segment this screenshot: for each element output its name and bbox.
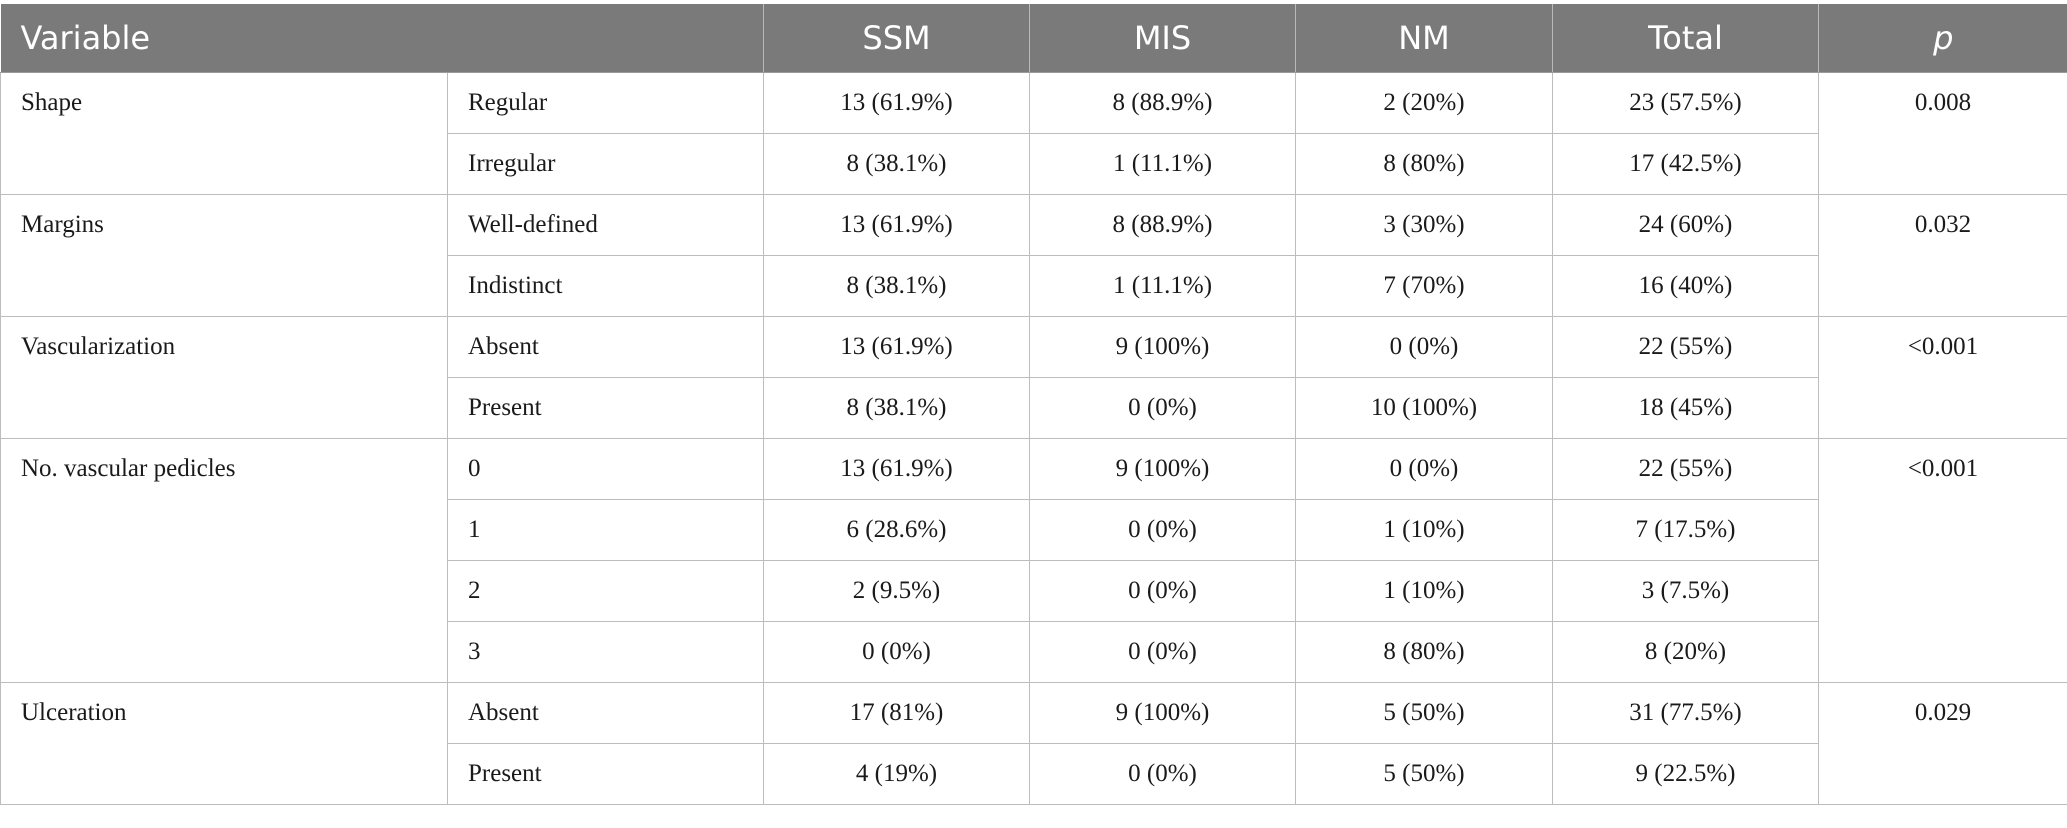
mis-cell: 8 (88.9%) <box>1029 194 1296 256</box>
table-row: Margins Well-defined 13 (61.9%) 8 (88.9%) 3 … <box>0 194 2067 317</box>
total-cell: 3 (7.5%) <box>1552 560 1819 622</box>
ssm-cell: 13 (61.9%) <box>763 194 1030 256</box>
level-cell: 3 <box>447 621 764 683</box>
header-variable: Variable <box>0 4 764 73</box>
total-cell: 22 (55%) <box>1552 438 1819 500</box>
mis-cell: 1 (11.1%) <box>1029 133 1296 195</box>
header-nm: NM <box>1295 4 1553 73</box>
table-row: Ulceration Absent 17 (81%) 9 (100%) 5 (50%) 3… <box>0 682 2067 805</box>
total-cell: 17 (42.5%) <box>1552 133 1819 195</box>
table-row: Present 4 (19%) 0 (0%) 5 (50%) 9 (22.5%) <box>1 743 2067 805</box>
nm-cell: 2 (20%) <box>1295 72 1553 134</box>
table-body: Shape Regular 13 (61.9%) 8 (88.9%) 2 (20%) 23… <box>0 72 2067 805</box>
ssm-cell: 17 (81%) <box>763 682 1030 744</box>
total-cell: 8 (20%) <box>1552 621 1819 683</box>
nm-cell: 5 (50%) <box>1295 682 1553 744</box>
ssm-cell: 4 (19%) <box>763 743 1030 805</box>
level-cell: Irregular <box>447 133 764 195</box>
total-cell: 23 (57.5%) <box>1552 72 1819 134</box>
ssm-cell: 8 (38.1%) <box>763 377 1030 439</box>
level-cell: 2 <box>447 560 764 622</box>
table-row: Present 8 (38.1%) 0 (0%) 10 (100%) 18 (45%) <box>1 377 2067 439</box>
table-header: Variable SSM MIS NM Total p <box>0 4 2067 73</box>
ssm-cell: 0 (0%) <box>763 621 1030 683</box>
nm-cell: 8 (80%) <box>1295 621 1553 683</box>
total-cell: 31 (77.5%) <box>1552 682 1819 744</box>
p-value-cell: <0.001 <box>1818 316 2067 439</box>
total-cell: 18 (45%) <box>1552 377 1819 439</box>
table-row: Shape Regular 13 (61.9%) 8 (88.9%) 2 (20%) 23… <box>0 72 2067 195</box>
variable-cell: Margins <box>0 194 448 317</box>
variable-cell: No. vascular pedicles <box>0 438 448 683</box>
mis-cell: 1 (11.1%) <box>1029 255 1296 317</box>
p-value-cell: 0.029 <box>1818 682 2067 805</box>
nm-cell: 7 (70%) <box>1295 255 1553 317</box>
table-row: Vascularization Absent 13 (61.9%) 9 (100%) 0… <box>0 316 2067 439</box>
ssm-cell: 13 (61.9%) <box>763 438 1030 500</box>
total-cell: 9 (22.5%) <box>1552 743 1819 805</box>
variable-cell: Ulceration <box>0 682 448 805</box>
ssm-cell: 13 (61.9%) <box>763 72 1030 134</box>
ssm-cell: 8 (38.1%) <box>763 133 1030 195</box>
header-mis: MIS <box>1029 4 1296 73</box>
level-cell: 1 <box>447 499 764 561</box>
nm-cell: 8 (80%) <box>1295 133 1553 195</box>
header-row: Variable SSM MIS NM Total p <box>0 4 2067 73</box>
mis-cell: 0 (0%) <box>1029 621 1296 683</box>
nm-cell: 10 (100%) <box>1295 377 1553 439</box>
mis-cell: 0 (0%) <box>1029 743 1296 805</box>
level-cell: Absent <box>447 682 764 744</box>
total-cell: 16 (40%) <box>1552 255 1819 317</box>
mis-cell: 0 (0%) <box>1029 560 1296 622</box>
ssm-cell: 8 (38.1%) <box>763 255 1030 317</box>
mis-cell: 8 (88.9%) <box>1029 72 1296 134</box>
mis-cell: 9 (100%) <box>1029 438 1296 500</box>
nm-cell: 1 (10%) <box>1295 499 1553 561</box>
level-cell: Present <box>447 377 764 439</box>
table-row: No. vascular pedicles 0 13 (61.9%) 9 (100%)… <box>0 438 2067 683</box>
ssm-cell: 13 (61.9%) <box>763 316 1030 378</box>
level-cell: Well-defined <box>447 194 764 256</box>
total-cell: 7 (17.5%) <box>1552 499 1819 561</box>
level-cell: Absent <box>447 316 764 378</box>
nm-cell: 5 (50%) <box>1295 743 1553 805</box>
nm-cell: 0 (0%) <box>1295 316 1553 378</box>
results-table: Variable SSM MIS NM Total p Shape Regular… <box>0 4 2067 805</box>
level-cell: Regular <box>447 72 764 134</box>
mis-cell: 0 (0%) <box>1029 499 1296 561</box>
level-cell: Present <box>447 743 764 805</box>
mis-cell: 9 (100%) <box>1029 682 1296 744</box>
variable-cell: Shape <box>0 72 448 195</box>
total-cell: 22 (55%) <box>1552 316 1819 378</box>
ssm-cell: 2 (9.5%) <box>763 560 1030 622</box>
mis-cell: 0 (0%) <box>1029 377 1296 439</box>
nm-cell: 1 (10%) <box>1295 560 1553 622</box>
level-cell: Indistinct <box>447 255 764 317</box>
p-value-cell: 0.032 <box>1818 194 2067 317</box>
header-total: Total <box>1552 4 1819 73</box>
p-value-cell: <0.001 <box>1818 438 2067 683</box>
nm-cell: 0 (0%) <box>1295 438 1553 500</box>
ssm-cell: 6 (28.6%) <box>763 499 1030 561</box>
header-ssm: SSM <box>763 4 1030 73</box>
nm-cell: 3 (30%) <box>1295 194 1553 256</box>
total-cell: 24 (60%) <box>1552 194 1819 256</box>
header-p: p <box>1818 4 2067 73</box>
level-cell: 0 <box>447 438 764 500</box>
variable-cell: Vascularization <box>0 316 448 439</box>
p-value-cell: 0.008 <box>1818 72 2067 195</box>
table-row: Indistinct 8 (38.1%) 1 (11.1%) 7 (70%) 16 (4… <box>1 255 2067 317</box>
mis-cell: 9 (100%) <box>1029 316 1296 378</box>
